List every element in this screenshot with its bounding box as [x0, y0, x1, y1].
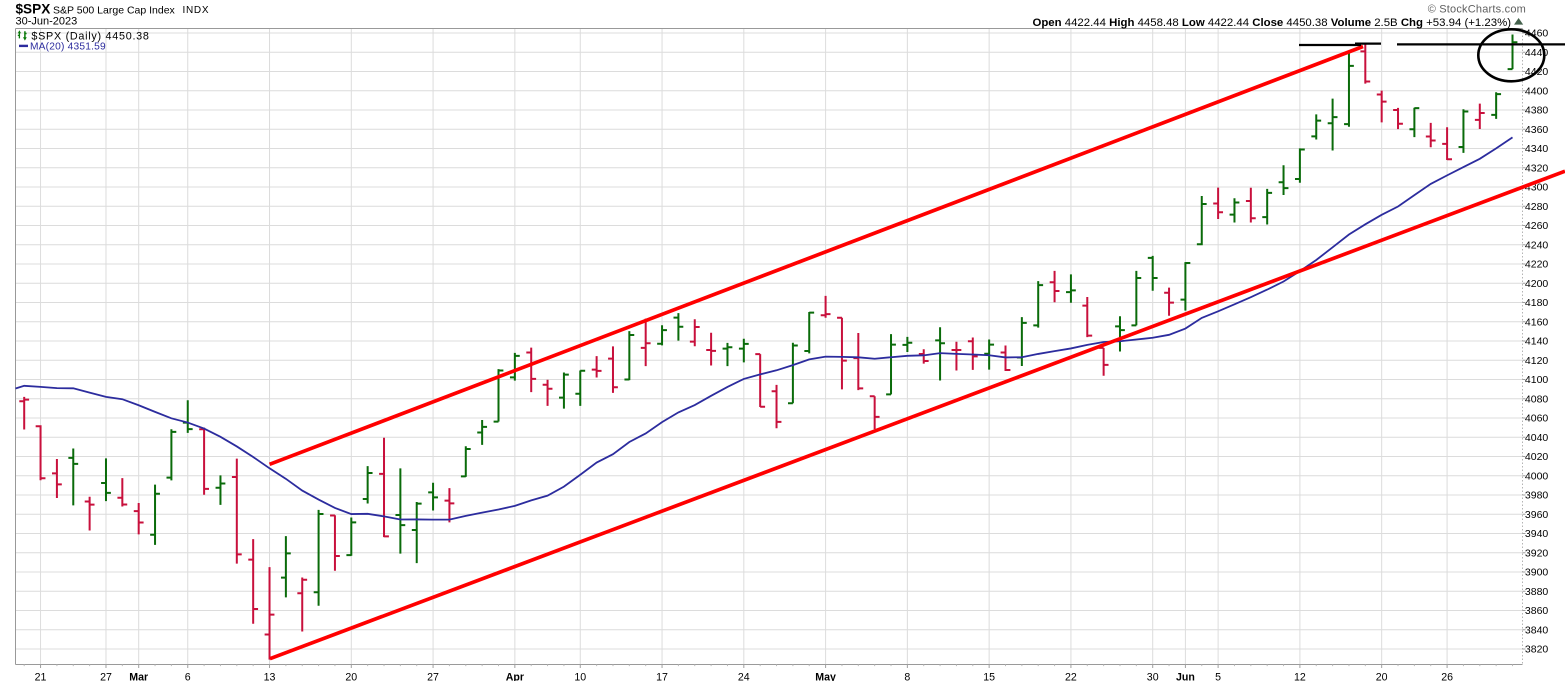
- svg-text:4200: 4200: [1525, 278, 1549, 290]
- svg-text:4160: 4160: [1525, 316, 1549, 328]
- svg-text:4460: 4460: [1525, 28, 1549, 40]
- svg-text:3920: 3920: [1525, 547, 1549, 559]
- svg-text:21: 21: [35, 672, 47, 682]
- svg-text:30: 30: [1147, 672, 1159, 682]
- svg-text:3880: 3880: [1525, 586, 1549, 598]
- svg-text:4120: 4120: [1525, 355, 1549, 367]
- svg-text:4100: 4100: [1525, 374, 1549, 386]
- svg-text:$SPX: $SPX: [16, 2, 51, 17]
- svg-text:4260: 4260: [1525, 220, 1549, 232]
- svg-text:4180: 4180: [1525, 297, 1549, 309]
- svg-text:S&P 500 Large Cap Index: S&P 500 Large Cap Index: [53, 5, 176, 17]
- svg-text:24: 24: [738, 672, 750, 682]
- svg-text:20: 20: [345, 672, 357, 682]
- svg-text:4400: 4400: [1525, 85, 1549, 97]
- svg-text:6: 6: [185, 672, 191, 682]
- svg-text:8: 8: [904, 672, 910, 682]
- svg-text:Open 4422.44 High 4458.48 Low: Open 4422.44 High 4458.48 Low 4422.44 Cl…: [1032, 17, 1511, 29]
- svg-text:May: May: [815, 672, 836, 682]
- svg-text:22: 22: [1065, 672, 1077, 682]
- svg-text:4320: 4320: [1525, 162, 1549, 174]
- svg-text:4080: 4080: [1525, 393, 1549, 405]
- svg-text:Mar: Mar: [129, 672, 148, 682]
- svg-text:10: 10: [574, 672, 586, 682]
- svg-text:3820: 3820: [1525, 644, 1549, 656]
- svg-text:4020: 4020: [1525, 451, 1549, 463]
- svg-text:3860: 3860: [1525, 605, 1549, 617]
- svg-text:15: 15: [983, 672, 995, 682]
- svg-text:12: 12: [1294, 672, 1306, 682]
- svg-text:27: 27: [427, 672, 439, 682]
- svg-text:26: 26: [1441, 672, 1453, 682]
- svg-text:INDX: INDX: [183, 5, 210, 16]
- svg-text:4380: 4380: [1525, 105, 1549, 117]
- svg-text:13: 13: [264, 672, 276, 682]
- svg-text:30-Jun-2023: 30-Jun-2023: [16, 16, 78, 28]
- svg-text:4360: 4360: [1525, 124, 1549, 136]
- svg-text:3940: 3940: [1525, 528, 1549, 540]
- svg-text:Apr: Apr: [506, 672, 524, 682]
- svg-text:4140: 4140: [1525, 336, 1549, 348]
- svg-text:27: 27: [100, 672, 112, 682]
- svg-text:4060: 4060: [1525, 413, 1549, 425]
- svg-text:3960: 3960: [1525, 509, 1549, 521]
- svg-text:17: 17: [656, 672, 668, 682]
- svg-text:4280: 4280: [1525, 201, 1549, 213]
- svg-text:Jun: Jun: [1176, 672, 1195, 682]
- svg-text:$SPX (Daily) 4450.38: $SPX (Daily) 4450.38: [31, 30, 149, 42]
- svg-text:3840: 3840: [1525, 624, 1549, 636]
- svg-text:5: 5: [1215, 672, 1221, 682]
- svg-text:20: 20: [1376, 672, 1388, 682]
- svg-text:MA(20) 4351.59: MA(20) 4351.59: [30, 41, 106, 52]
- svg-text:3900: 3900: [1525, 567, 1549, 579]
- svg-text:3980: 3980: [1525, 490, 1549, 502]
- svg-text:4220: 4220: [1525, 259, 1549, 271]
- svg-text:© StockCharts.com: © StockCharts.com: [1428, 4, 1526, 16]
- svg-text:4240: 4240: [1525, 239, 1549, 251]
- svg-text:4340: 4340: [1525, 143, 1549, 155]
- svg-text:4000: 4000: [1525, 470, 1549, 482]
- svg-text:4040: 4040: [1525, 432, 1549, 444]
